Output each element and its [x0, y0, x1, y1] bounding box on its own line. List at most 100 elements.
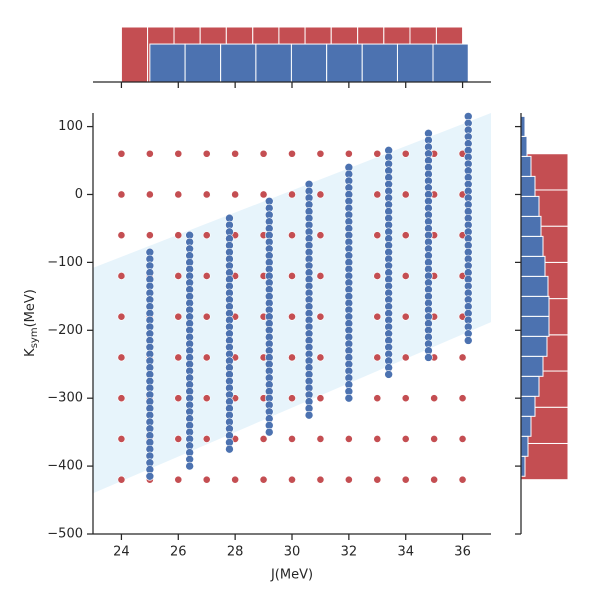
grid-point	[373, 312, 382, 321]
right-hist-bar	[520, 215, 542, 237]
grid-point	[288, 475, 296, 484]
x-axis-label: J(MeV)	[270, 568, 313, 583]
y-tick-label: 100	[58, 119, 83, 134]
top-hist-bar	[120, 26, 149, 83]
grid-point	[373, 231, 382, 240]
grid-point	[117, 394, 126, 403]
grid-point	[202, 149, 211, 158]
grid-point	[401, 190, 410, 199]
right-hist-bar	[520, 415, 532, 437]
top-hist-bar	[361, 43, 398, 83]
y-label-sub: sym	[29, 327, 40, 348]
grid-point	[401, 435, 410, 443]
grid-point	[259, 435, 268, 443]
grid-point	[288, 190, 296, 199]
grid-point	[316, 312, 325, 321]
right-hist-bar	[520, 175, 536, 197]
x-tick-label: 28	[227, 545, 244, 560]
grid-point	[231, 149, 240, 158]
right-hist-bar	[520, 135, 528, 157]
grid-point	[174, 190, 183, 199]
grid-point	[458, 435, 467, 443]
grid-point	[288, 231, 296, 240]
grid-point	[202, 312, 211, 321]
grid-point	[117, 272, 126, 280]
grid-point	[174, 394, 183, 403]
grid-point	[373, 475, 382, 484]
grid-point	[288, 272, 296, 280]
y-axis-label: Ksym(MeV)	[23, 289, 41, 357]
grid-point	[259, 149, 268, 158]
grid-point	[202, 272, 211, 280]
grid-point	[430, 475, 439, 484]
grid-point	[316, 190, 325, 199]
column-point	[185, 461, 194, 471]
grid-point	[202, 353, 211, 362]
grid-point	[288, 435, 296, 443]
grid-point	[373, 435, 382, 443]
column-point	[304, 410, 314, 420]
grid-point	[401, 475, 410, 484]
y-tick-label: −200	[47, 323, 83, 338]
grid-point	[231, 190, 240, 199]
right-hist-bar	[520, 355, 544, 377]
grid-point	[288, 312, 296, 321]
grid-point	[458, 475, 467, 484]
grid-point	[344, 475, 353, 484]
grid-point	[316, 353, 325, 362]
column-point	[463, 336, 473, 345]
y-tick-label: −300	[47, 391, 83, 406]
grid-point	[373, 190, 382, 199]
right-hist-bar	[520, 315, 550, 337]
right-hist-bar	[520, 395, 536, 417]
grid-point	[117, 353, 126, 362]
grid-point	[401, 231, 410, 240]
y-tick-label: −500	[47, 527, 83, 542]
column-point	[384, 370, 393, 379]
x-tick-label: 32	[341, 545, 358, 560]
grid-point	[430, 394, 439, 403]
right-hist-bar	[520, 295, 550, 317]
grid-point	[316, 394, 325, 403]
top-hist-bar	[396, 43, 434, 83]
grid-point	[117, 190, 126, 199]
grid-point	[202, 475, 211, 484]
x-tick-label: 30	[284, 545, 301, 560]
grid-point	[174, 149, 183, 158]
right-hist-bar	[520, 255, 546, 277]
y-label-unit: (MeV)	[23, 289, 38, 327]
grid-point	[202, 231, 211, 240]
top-hist-bar	[326, 43, 363, 83]
top-hist-bar	[220, 43, 257, 83]
x-tick-label: 26	[170, 545, 187, 560]
grid-point	[117, 149, 126, 158]
column-point	[145, 471, 155, 481]
grid-point	[145, 231, 154, 240]
grid-point	[373, 149, 382, 158]
grid-point	[288, 353, 296, 362]
grid-point	[174, 231, 183, 240]
grid-point	[174, 353, 183, 362]
grid-point	[259, 475, 268, 484]
grid-point	[117, 435, 126, 443]
grid-point	[458, 394, 467, 403]
grid-point	[231, 475, 240, 484]
right-hist-bar	[520, 335, 548, 357]
grid-point	[316, 149, 325, 158]
grid-point	[316, 272, 325, 280]
grid-point	[117, 312, 126, 321]
y-tick-label: −100	[47, 255, 83, 270]
grid-point	[401, 149, 410, 158]
y-tick-label: −400	[47, 459, 83, 474]
grid-point	[202, 394, 211, 403]
grid-point	[401, 353, 410, 362]
grid-point	[430, 435, 439, 443]
top-hist-bar	[149, 43, 186, 83]
top-hist-bar	[432, 43, 469, 83]
grid-point	[259, 190, 268, 199]
right-hist-bar	[520, 235, 544, 257]
right-hist-bar	[520, 375, 540, 397]
column-point	[225, 444, 234, 454]
right-hist-bar	[520, 275, 549, 297]
